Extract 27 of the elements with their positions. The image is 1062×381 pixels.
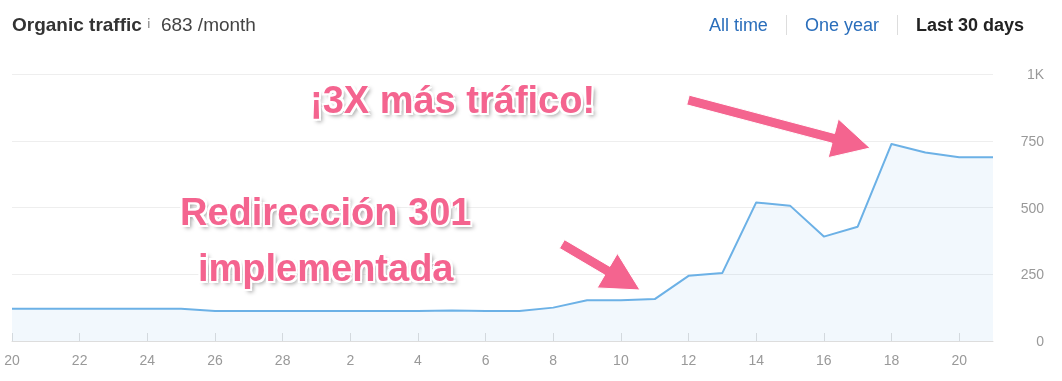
text: One year [785,15,897,35]
x-tick-label: 16 [816,352,832,368]
x-tick-label: 26 [207,352,223,368]
chart-title: Organic traffic [12,14,142,35]
y-tick-label: 1K [1026,66,1045,82]
x-tick-label: 10 [613,352,629,368]
x-tick-label: 2 [346,352,355,368]
x-tick-label: 14 [748,352,765,368]
y-tick-label: 0 [1036,333,1045,349]
x-tick-label: 4 [414,352,423,368]
x-tick-label: 18 [883,352,900,368]
annotation: Redirección 301 implementada [180,190,472,291]
x-tick-label: 12 [680,352,697,368]
x-tick-label: 20 [4,352,20,368]
y-tick-label: 750 [1020,132,1045,149]
y-tick-label: 250 [1020,266,1045,283]
x-tick-label: 24 [139,352,156,368]
y-tick-label: 500 [1020,199,1045,216]
x-tick-label: 22 [71,352,88,368]
x-tick-label: 20 [951,352,968,368]
x-tick-label: 6 [481,352,490,368]
text: All time [707,15,769,35]
x-tick-label: 8 [549,352,558,368]
text: Last 30 days [896,15,1042,35]
annotation: ¡3X más tráfico! [310,78,596,123]
chart-subtitle: 683 /month [160,14,256,35]
x-tick-label: 28 [274,352,291,368]
